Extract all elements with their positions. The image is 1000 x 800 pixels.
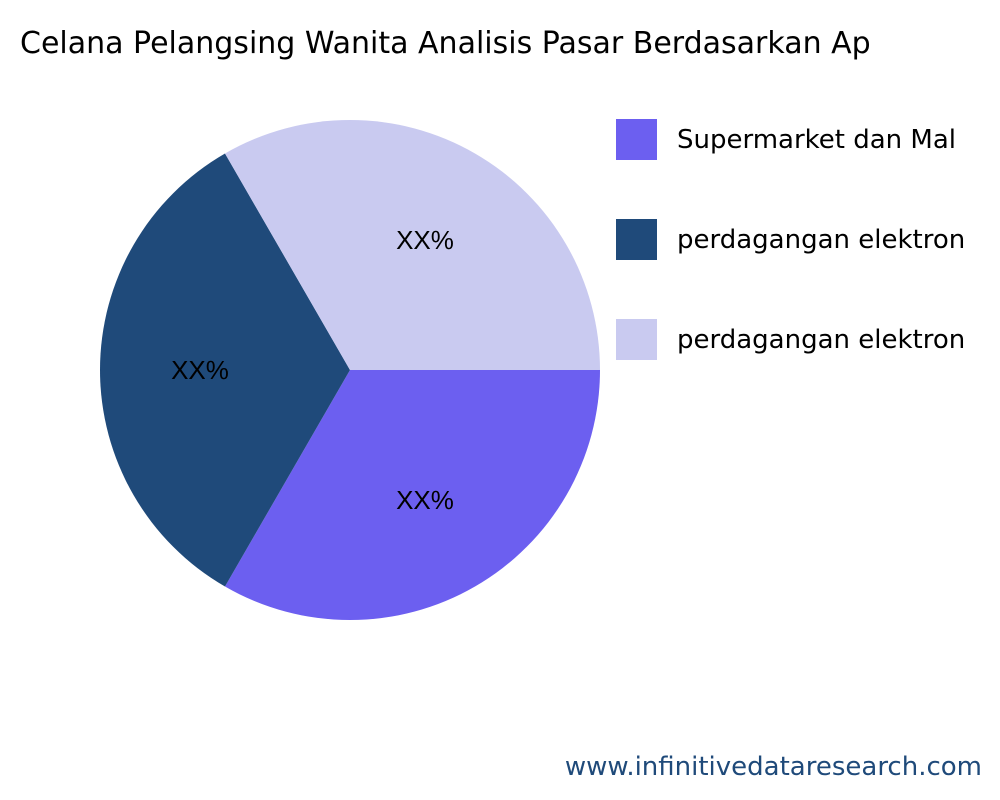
footer-url: www.infinitivedataresearch.com: [564, 752, 982, 782]
pie-slice-0: [225, 370, 600, 620]
slice-data-label: XX%: [396, 225, 454, 255]
legend-label: perdagangan elektron: [677, 224, 966, 255]
legend-swatch: [616, 319, 657, 360]
legend-swatch: [616, 119, 657, 160]
legend-swatch: [616, 219, 657, 260]
legend-label: Supermarket dan Mal: [677, 124, 957, 155]
slice-data-label: XX%: [171, 355, 229, 385]
legend-item-0: Supermarket dan Mal: [616, 119, 956, 160]
legend-item-2: perdagangan elektron: [616, 319, 965, 360]
legend-item-1: perdagangan elektron: [616, 219, 965, 260]
legend-label: perdagangan elektron: [677, 324, 966, 355]
chart-title: Celana Pelangsing Wanita Analisis Pasar …: [20, 26, 871, 61]
pie-slice-2: [225, 119, 600, 370]
slice-data-label: XX%: [396, 485, 454, 515]
